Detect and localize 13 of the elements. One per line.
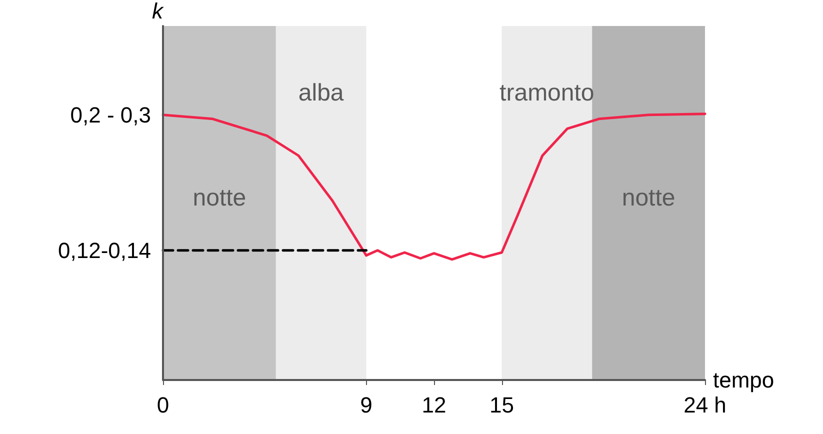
- band-label: notte: [192, 184, 246, 212]
- band-label: tramonto: [500, 80, 594, 106]
- x-tick-label: 0: [156, 392, 170, 418]
- y-axis-title: k: [152, 0, 164, 24]
- band-label: alba: [298, 80, 344, 106]
- x-tick-label: 9: [360, 392, 372, 418]
- annotation: 0,2 - 0,3: [70, 102, 151, 128]
- x-tick-label: 24 h: [684, 392, 726, 418]
- x-axis-title: tempo: [713, 368, 774, 392]
- annotation: 0,12-0,14: [58, 238, 151, 263]
- x-tick-label: 12: [422, 392, 446, 418]
- x-tick-label: 15: [490, 392, 514, 418]
- band-label: notte: [622, 184, 676, 212]
